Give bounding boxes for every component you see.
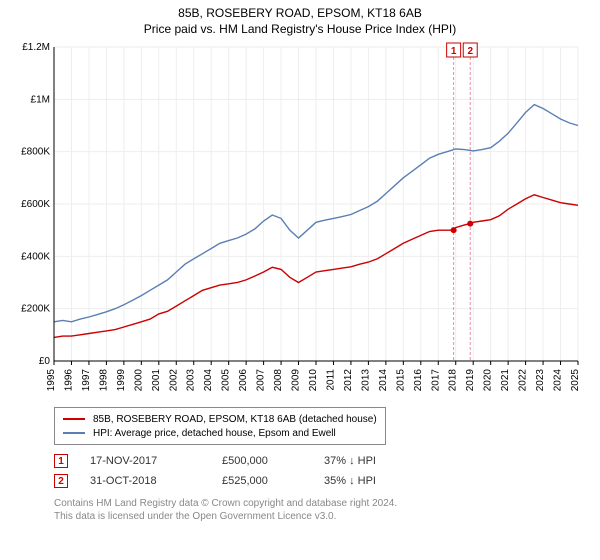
svg-text:2015: 2015 <box>395 369 406 392</box>
svg-text:2003: 2003 <box>186 369 197 392</box>
svg-text:2006: 2006 <box>238 369 249 392</box>
svg-text:1999: 1999 <box>116 369 127 392</box>
sale-marker-price: £500,000 <box>222 455 302 467</box>
svg-text:£1M: £1M <box>31 95 50 106</box>
svg-text:1995: 1995 <box>46 369 57 392</box>
svg-text:£1.2M: £1.2M <box>22 42 50 53</box>
sale-marker-pct: 37% ↓ HPI <box>324 455 424 467</box>
disclaimer-line1: Contains HM Land Registry data © Crown c… <box>54 497 590 510</box>
svg-text:2018: 2018 <box>448 369 459 392</box>
svg-text:1996: 1996 <box>63 369 74 392</box>
disclaimer: Contains HM Land Registry data © Crown c… <box>54 497 590 523</box>
svg-text:2005: 2005 <box>221 369 232 392</box>
svg-text:2: 2 <box>467 46 473 57</box>
svg-text:2002: 2002 <box>168 369 179 392</box>
svg-text:1997: 1997 <box>81 369 92 392</box>
svg-text:2016: 2016 <box>413 369 424 392</box>
sale-marker-badge: 2 <box>54 474 68 488</box>
svg-text:2022: 2022 <box>518 369 529 392</box>
svg-text:2001: 2001 <box>151 369 162 392</box>
svg-text:2017: 2017 <box>430 369 441 392</box>
legend-swatch <box>63 418 85 420</box>
sale-markers-table: 1 17-NOV-2017 £500,000 37% ↓ HPI 2 31-OCT-201… <box>54 451 590 491</box>
svg-text:£200K: £200K <box>21 304 50 315</box>
svg-text:£800K: £800K <box>21 147 50 158</box>
svg-text:2021: 2021 <box>500 369 511 392</box>
legend-row: HPI: Average price, detached house, Epso… <box>63 426 377 440</box>
line-chart-svg: £0 £200K £400K £600K £800K £1M £1.2M 1995 1996 19… <box>10 41 590 401</box>
legend-swatch <box>63 432 85 434</box>
legend-label: 85B, ROSEBERY ROAD, EPSOM, KT18 6AB (det… <box>93 414 377 425</box>
sale-marker-badge: 1 <box>54 454 68 468</box>
svg-text:2014: 2014 <box>378 369 389 392</box>
svg-text:2010: 2010 <box>308 369 319 392</box>
legend-row: 85B, ROSEBERY ROAD, EPSOM, KT18 6AB (det… <box>63 412 377 426</box>
svg-text:2013: 2013 <box>360 369 371 392</box>
sale-marker-row: 2 31-OCT-2018 £525,000 35% ↓ HPI <box>54 471 590 491</box>
svg-text:2023: 2023 <box>535 369 546 392</box>
svg-text:2007: 2007 <box>256 369 267 392</box>
svg-text:2020: 2020 <box>483 369 494 392</box>
svg-text:2004: 2004 <box>203 369 214 392</box>
svg-text:2019: 2019 <box>465 369 476 392</box>
svg-text:2008: 2008 <box>273 369 284 392</box>
svg-text:2009: 2009 <box>291 369 302 392</box>
legend: 85B, ROSEBERY ROAD, EPSOM, KT18 6AB (det… <box>54 407 386 445</box>
sale-marker-pct: 35% ↓ HPI <box>324 475 424 487</box>
svg-text:£400K: £400K <box>21 252 50 263</box>
chart-area: £0 £200K £400K £600K £800K £1M £1.2M 1995 1996 19… <box>10 41 590 401</box>
svg-text:2000: 2000 <box>133 369 144 392</box>
chart-title: 85B, ROSEBERY ROAD, EPSOM, KT18 6AB <box>10 6 590 22</box>
svg-text:1998: 1998 <box>98 369 109 392</box>
disclaimer-line2: This data is licensed under the Open Gov… <box>54 510 590 523</box>
svg-text:2024: 2024 <box>553 369 564 392</box>
legend-label: HPI: Average price, detached house, Epso… <box>93 428 336 439</box>
sale-marker-date: 17-NOV-2017 <box>90 455 200 467</box>
svg-text:1: 1 <box>451 46 457 57</box>
svg-text:2025: 2025 <box>570 369 581 392</box>
chart-subtitle: Price paid vs. HM Land Registry's House … <box>10 22 590 38</box>
svg-text:£0: £0 <box>39 356 51 367</box>
svg-text:£600K: £600K <box>21 199 50 210</box>
svg-text:2011: 2011 <box>325 369 336 391</box>
sale-marker-row: 1 17-NOV-2017 £500,000 37% ↓ HPI <box>54 451 590 471</box>
sale-marker-price: £525,000 <box>222 475 302 487</box>
svg-text:2012: 2012 <box>343 369 354 392</box>
sale-marker-date: 31-OCT-2018 <box>90 475 200 487</box>
